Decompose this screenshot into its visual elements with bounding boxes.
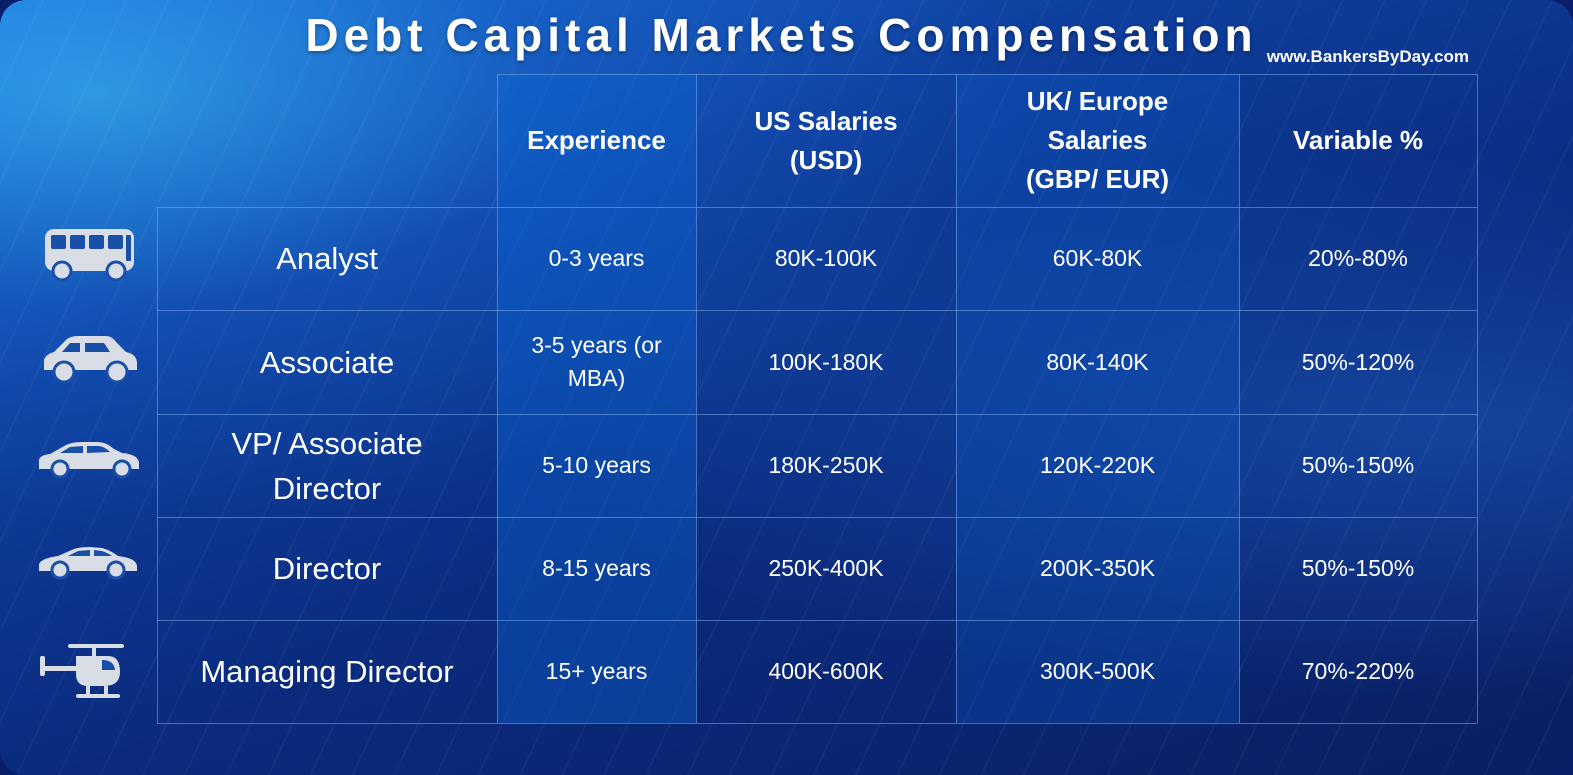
grid-line [956,74,957,723]
variable-associate: 50%-120% [1301,348,1415,375]
experience-managing-director: 15+ years [497,620,696,723]
header-uk-line-3: (GBP/ EUR) [1026,164,1169,194]
role-line: Director [272,470,382,506]
experience-director: 8-15 years [497,517,696,620]
variable-director: 50%-150% [1301,555,1415,581]
grid-line [157,414,1477,415]
header-us-line-2: (USD) [789,144,863,175]
experience-line: 0-3 years [548,245,645,271]
role-vp-associate-director: VP/ Associate Director [157,414,497,517]
role-line: Analyst [276,241,378,276]
grid-line [696,74,697,723]
variable-vp: 50%-150% [1301,452,1415,478]
website-label: www.BankersByDay.com [1266,47,1469,66]
grid-line [1239,74,1240,723]
grid-line [157,207,1477,208]
role-associate: Associate [157,310,497,414]
page-title: Debt Capital Markets Compensation [305,9,1258,61]
sedan-car-icon [39,442,139,479]
uk-salary-director: 200K-350K [1039,555,1156,581]
bus-icon [45,229,134,282]
grid-line [497,74,1477,75]
header-experience-text: Experience [527,125,666,155]
us-salary-vp: 180K-250K [768,452,884,478]
role-line: Managing Director [200,654,454,689]
helicopter-icon [40,644,124,698]
experience-vp: 5-10 years [497,414,696,517]
experience-line: MBA) [567,365,626,391]
role-line: Associate [259,344,395,380]
uk-salary-managing-director: 300K-500K [1039,658,1156,684]
role-line: Director [272,551,382,586]
grid-line [157,207,158,723]
header-variable: Variable % [1239,74,1477,207]
experience-associate: 3-5 years (or MBA) [497,310,696,414]
grid-line [157,517,1477,518]
grid-line [497,74,498,723]
experience-line: 5-10 years [542,452,651,478]
header-us-line-1: US Salaries [754,105,898,136]
grid-line [157,310,1477,311]
uk-column-bg [956,74,1239,723]
experience-line: 3-5 years (or [531,332,662,358]
variable-managing-director: 70%-220% [1301,658,1415,684]
header-variable-text: Variable % [1292,125,1424,155]
experience-line: 8-15 years [542,555,651,581]
sports-car-icon [39,547,137,580]
experience-analyst: 0-3 years [497,207,696,310]
role-analyst: Analyst [157,207,497,310]
us-salary-analyst: 80K-100K [774,245,878,271]
header-uk-salaries: UK/ Europe Salaries (GBP/ EUR) [956,74,1239,207]
header-uk-line-1: UK/ Europe [1026,86,1169,116]
experience-column-bg [497,74,696,723]
variable-analyst: 20%-80% [1308,245,1408,271]
header-uk-line-2: Salaries [1047,125,1148,155]
role-managing-director: Managing Director [157,620,497,723]
grid-line [157,620,1477,621]
uk-salary-vp: 120K-220K [1039,452,1156,478]
experience-line: 15+ years [545,658,648,684]
role-director: Director [157,517,497,620]
grid-line [1477,74,1478,723]
header-experience: Experience [497,74,696,207]
us-salary-managing-director: 400K-600K [768,658,884,684]
grid-line [157,723,1477,724]
uk-salary-associate: 80K-140K [1046,348,1149,375]
us-salary-director: 250K-400K [768,555,884,581]
hatchback-car-icon [44,336,137,384]
header-us-salaries: US Salaries (USD) [696,74,956,207]
uk-salary-analyst: 60K-80K [1052,245,1143,271]
us-salary-associate: 100K-180K [768,348,884,375]
role-line: VP/ Associate [231,425,423,461]
